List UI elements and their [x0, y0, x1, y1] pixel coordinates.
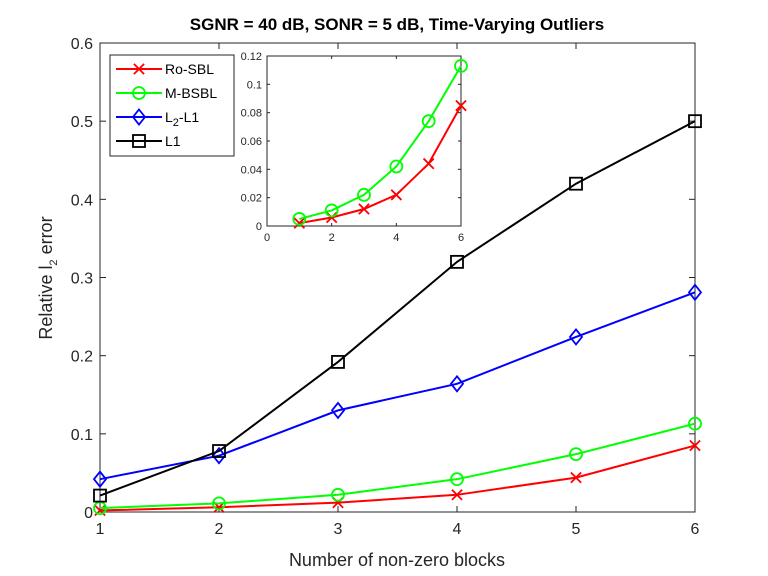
inset-y-tick-label: 0.06 — [241, 136, 262, 148]
inset-data-point-ro-sbl — [358, 203, 370, 215]
x-axis-label: Number of non-zero blocks — [289, 550, 505, 570]
legend-label-l1: L1 — [165, 133, 181, 149]
main-axis-ticks: 1 2 3 4 5 6 0 0.1 0.2 0.3 0.4 0.5 0.6 — [71, 36, 700, 538]
legend-label-ro-sbl: Ro-SBL — [165, 61, 214, 77]
data-point-ro-sbl — [689, 439, 701, 452]
x-tick-label: 1 — [96, 521, 105, 538]
data-point-l2-l1 — [330, 401, 346, 420]
y-tick-label: 0.1 — [71, 427, 93, 444]
data-point-l1 — [331, 355, 345, 369]
inset-y-tick-label: 0 — [256, 221, 262, 233]
data-point-l1 — [93, 488, 107, 503]
chart-title: SGNR = 40 dB, SONR = 5 dB, Time-Varying … — [190, 15, 604, 34]
inset-y-tick-label: 0.04 — [241, 164, 262, 176]
data-point-m-bsbl — [450, 472, 464, 487]
x-tick-label: 3 — [334, 521, 343, 538]
series-line-l2-l1 — [99, 291, 696, 481]
inset-x-tick-label: 2 — [329, 232, 335, 244]
data-point-l1 — [688, 114, 702, 129]
inset-x-tick-label: 0 — [264, 232, 270, 244]
legend-label-m-bsbl: M-BSBL — [165, 85, 217, 101]
y-axis-label-prefix: Relative l — [36, 266, 56, 340]
inset-data-point-ro-sbl — [422, 157, 435, 170]
y-tick-label: 0 — [84, 505, 93, 522]
legend-marker-ro-sbl — [133, 63, 145, 75]
legend-label-main: L — [165, 109, 173, 125]
inset-y-tick-label: 0.08 — [241, 108, 262, 120]
legend-marker-l1 — [132, 134, 146, 148]
y-tick-label: 0.2 — [71, 349, 93, 366]
data-point-m-bsbl — [331, 487, 345, 502]
y-axis-label: Relative l2 error — [36, 216, 60, 339]
data-point-l2-l1 — [687, 283, 703, 302]
inset-data-point-m-bsbl — [389, 159, 404, 174]
legend-box — [109, 54, 235, 157]
data-point-ro-sbl — [570, 471, 582, 484]
y-tick-label: 0.6 — [71, 36, 93, 53]
series-line-l1 — [99, 120, 696, 497]
inset-data-point-ro-sbl — [455, 99, 467, 112]
inset-data-point-ro-sbl — [325, 211, 338, 224]
inset-data-point-m-bsbl — [324, 203, 339, 218]
data-point-m-bsbl — [212, 496, 226, 511]
inset-axis-ticks: 0 2 4 6 0 0.02 0.04 0.06 0.08 0.1 0.12 — [241, 51, 464, 244]
series-line-ro-sbl — [99, 444, 696, 512]
inset-series-line-ro-sbl — [299, 105, 462, 225]
inset-y-tick-label: 0.12 — [241, 51, 262, 63]
inset-data-point-m-bsbl — [454, 59, 468, 73]
inset-series-group — [292, 59, 468, 229]
legend: Ro-SBL M-BSBL L2-L1 L1 — [116, 61, 217, 149]
inset-data-point-ro-sbl — [293, 217, 306, 229]
inset-y-tick-label: 0.02 — [241, 193, 262, 205]
inset-data-point-m-bsbl — [357, 187, 371, 202]
data-point-m-bsbl — [688, 416, 702, 431]
y-axis-label-suffix: error — [36, 216, 56, 259]
legend-label-subscript: 2 — [173, 117, 179, 129]
inset-data-point-m-bsbl — [292, 212, 307, 226]
legend-label-l2-l1: L2-L1 — [165, 109, 199, 129]
data-point-ro-sbl — [451, 489, 463, 501]
data-point-l2-l1 — [449, 374, 465, 393]
x-tick-label: 5 — [572, 521, 581, 538]
x-tick-label: 4 — [453, 521, 462, 538]
main-series-group — [92, 114, 703, 517]
data-point-l2-l1 — [568, 327, 584, 346]
legend-label-main: L1 — [165, 133, 181, 149]
inset-data-point-m-bsbl — [421, 114, 436, 129]
y-axis-label-subscript: 2 — [48, 259, 60, 265]
inset-data-point-ro-sbl — [390, 189, 403, 201]
data-point-m-bsbl — [569, 447, 583, 462]
data-point-l1 — [569, 176, 583, 191]
series-line-m-bsbl — [99, 422, 696, 510]
legend-label-main: M-BSBL — [165, 85, 217, 101]
y-tick-label: 0.3 — [71, 271, 93, 288]
data-point-l1 — [212, 444, 226, 458]
legend-label-tail: -L1 — [179, 109, 199, 125]
data-point-l2-l1 — [92, 470, 108, 489]
y-tick-label: 0.4 — [71, 192, 93, 209]
x-tick-label: 6 — [691, 521, 700, 538]
x-tick-label: 2 — [215, 521, 224, 538]
legend-label-main: Ro-SBL — [165, 61, 214, 77]
inset-x-tick-label: 4 — [393, 232, 399, 244]
inset-x-tick-label: 6 — [458, 232, 464, 244]
legend-marker-l2-l1 — [131, 108, 147, 126]
y-tick-label: 0.5 — [71, 114, 93, 131]
inset-plot-area — [266, 55, 462, 227]
data-point-l1 — [450, 254, 464, 269]
inset-y-tick-label: 0.1 — [247, 79, 262, 91]
legend-marker-m-bsbl — [132, 86, 146, 100]
